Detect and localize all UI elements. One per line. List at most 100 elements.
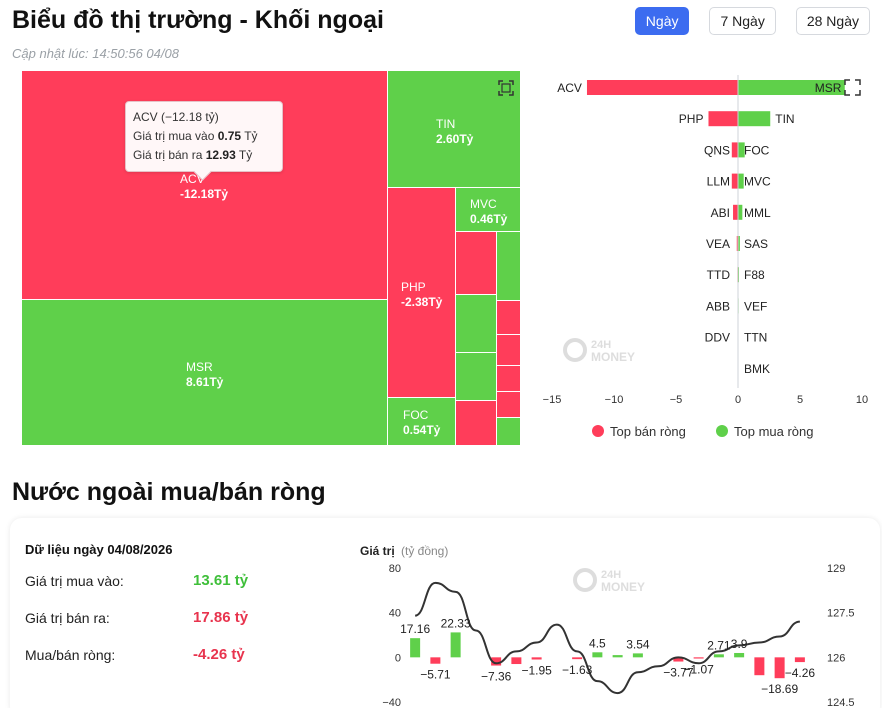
flow-bar	[734, 652, 745, 658]
flow-bar	[673, 657, 684, 662]
buy-bar	[738, 173, 744, 189]
treemap-cell-foc[interactable]	[388, 398, 456, 446]
tab-7-days[interactable]: 7 Ngày	[709, 7, 776, 35]
legend-sell-icon	[592, 425, 604, 437]
buy-label: BMK	[744, 362, 770, 376]
sell-label: PHP	[679, 112, 704, 126]
buy-label: MVC	[744, 175, 771, 189]
y2-tick-label: 129	[827, 563, 845, 575]
buy-label: TIN	[775, 112, 794, 126]
flow-bar	[774, 657, 785, 679]
sell-label: ACV	[557, 81, 582, 95]
y-axis-title: Giá trị	[360, 544, 395, 558]
summary-net-label: Mua/bán ròng:	[25, 647, 116, 663]
y-tick-label: 0	[395, 652, 401, 664]
flow-bar	[450, 632, 461, 658]
flow-data-label: −3.77	[663, 666, 694, 680]
treemap-cell[interactable]	[497, 335, 521, 366]
tab-day[interactable]: Ngày	[634, 7, 690, 35]
buy-bar	[738, 142, 745, 158]
x-tick-label: 10	[856, 394, 868, 406]
treemap-cell[interactable]	[497, 366, 521, 392]
price-line	[414, 581, 801, 695]
flow-bar	[592, 652, 603, 658]
flow-bar	[410, 638, 421, 658]
treemap-cell-tin[interactable]	[388, 71, 521, 188]
flow-data-label: 2.71	[707, 638, 731, 652]
updated-time: Cập nhật lúc: 14:50:56 04/08	[12, 46, 179, 61]
flow-bar	[713, 654, 724, 658]
x-tick-label: −10	[605, 394, 624, 406]
watermark-text: MONEY	[591, 350, 635, 364]
buy-bar	[738, 236, 740, 251]
fullscreen-icon[interactable]	[498, 80, 514, 96]
flow-bar	[531, 657, 542, 660]
tooltip-title: ACV (−12.18 tỷ)	[133, 110, 219, 124]
flow-bar	[632, 653, 643, 658]
period-tabs: Ngày 7 Ngày 28 Ngày	[634, 7, 870, 35]
buy-label: VEF	[744, 299, 767, 313]
treemap: ACV -12.18Tỷ MSR 8.61Tỷ TIN 2.60Tỷ PHP -2.38…	[22, 71, 521, 446]
summary-title: Dữ liệu ngày 04/08/2026	[25, 542, 173, 557]
treemap-cell[interactable]	[497, 418, 521, 446]
treemap-cell[interactable]	[497, 232, 521, 301]
treemap-cell[interactable]	[456, 353, 497, 401]
fullscreen-icon-path	[844, 79, 861, 96]
y2-tick-label: 126	[827, 652, 845, 664]
sell-label: QNS	[704, 143, 730, 157]
treemap-cell[interactable]	[497, 301, 521, 335]
flow-data-label: −1.95	[521, 664, 552, 678]
flow-bar	[794, 657, 805, 663]
treemap-cell[interactable]	[497, 392, 521, 418]
treemap-cell[interactable]	[456, 401, 497, 446]
treemap-cell-mvc[interactable]	[456, 188, 521, 232]
summary-buy-label: Giá trị mua vào:	[25, 573, 124, 589]
buy-label: F88	[744, 268, 765, 282]
summary-sell-value: 17.86 tỷ	[193, 609, 249, 626]
flow-data-label: −4.26	[785, 666, 816, 680]
tooltip-sell-row: Giá trị bán ra 12.93 Tỷ	[133, 148, 253, 162]
y-tick-label: −40	[382, 697, 401, 708]
summary-buy-value: 13.61 tỷ	[193, 572, 249, 589]
summary-net-value: -4.26 tỷ	[193, 646, 245, 663]
sell-label: DDV	[705, 331, 730, 345]
treemap-cell-php[interactable]	[388, 188, 456, 398]
summary-sell-label: Giá trị bán ra:	[25, 610, 110, 626]
flow-bar	[430, 657, 441, 664]
sell-bar	[586, 80, 738, 95]
treemap-cell-msr[interactable]	[22, 300, 388, 446]
tab-28-days[interactable]: 28 Ngày	[795, 7, 870, 35]
y2-tick-label: 127.5	[827, 608, 855, 620]
tooltip-buy-row: Giá trị mua vào 0.75 Tỷ	[133, 129, 258, 143]
sell-bar	[708, 111, 738, 127]
buy-label: MML	[744, 206, 771, 220]
net-flow-card	[10, 518, 880, 708]
treemap-cell[interactable]	[456, 295, 497, 353]
flow-data-label: −1.07	[683, 663, 714, 677]
x-tick-label: −5	[670, 394, 683, 406]
watermark-logo-icon	[573, 568, 597, 592]
watermark-text: 24H	[601, 569, 621, 581]
sell-label: ABI	[711, 206, 730, 220]
x-tick-label: 0	[735, 394, 741, 406]
legend-sell-label: Top bán ròng	[610, 424, 686, 439]
sell-bar	[731, 173, 738, 189]
fullscreen-icon	[844, 79, 861, 96]
flow-data-label: 3.9	[731, 637, 748, 651]
y-tick-label: 80	[389, 563, 401, 575]
buy-label: SAS	[744, 237, 768, 251]
watermark-logo-icon	[563, 338, 587, 362]
flow-data-label: −5.71	[420, 668, 451, 682]
flow-data-label: 22.33	[441, 616, 471, 630]
buy-label: FOC	[744, 143, 770, 157]
watermark-text: MONEY	[601, 580, 645, 594]
legend-buy-icon	[716, 425, 728, 437]
treemap-cell[interactable]	[456, 232, 497, 295]
flow-data-label: −18.69	[761, 682, 798, 696]
flow-data-label: −7.36	[481, 670, 512, 684]
flow-bar	[693, 657, 704, 659]
treemap-label-msr: MSR 8.61Tỷ	[186, 360, 224, 389]
